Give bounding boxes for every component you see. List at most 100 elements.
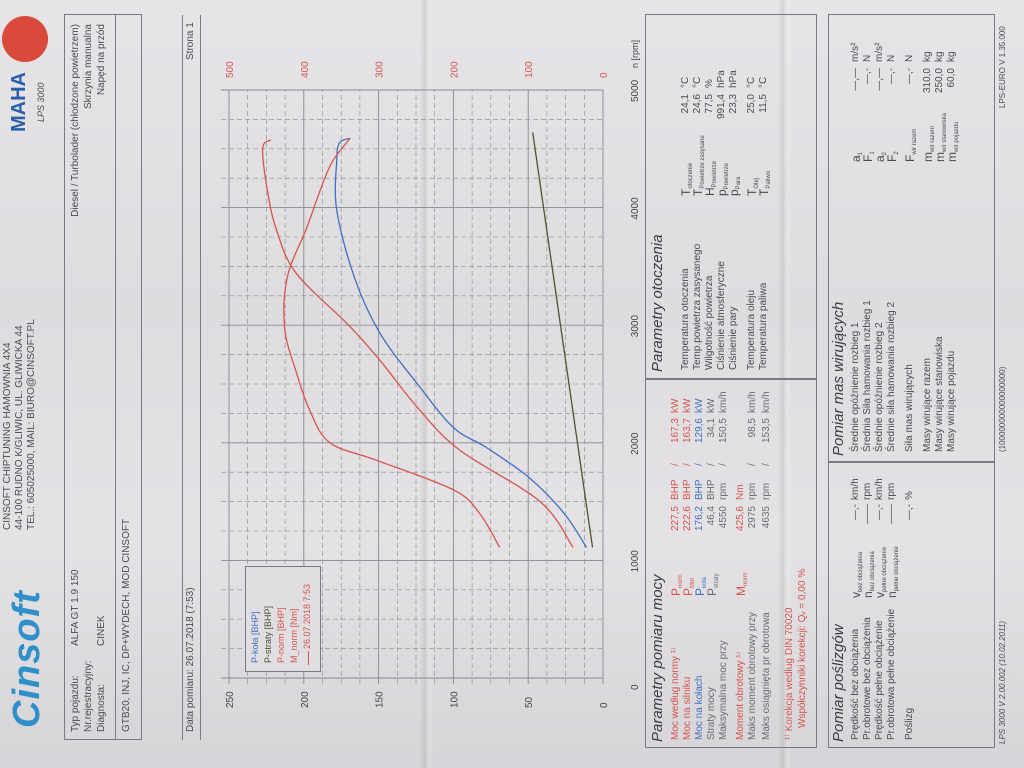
power-row-value-alt: 150,5 bbox=[718, 418, 729, 444]
legend-item: P-koła [BHP] bbox=[250, 611, 260, 663]
x-tick-label: 1000 bbox=[630, 550, 641, 573]
slip-row-value: —— bbox=[862, 504, 873, 524]
power-row-symbol: Mnorm bbox=[734, 572, 749, 596]
power-row-label: Moment obrotowy ¹⁾ bbox=[735, 651, 746, 740]
power-row-unit: BHP bbox=[706, 479, 717, 500]
power-row-separator: / bbox=[718, 463, 729, 466]
registration-label: Nr.rejestracyjny: bbox=[83, 660, 94, 732]
ambient-row-value: 991,4 bbox=[716, 94, 727, 120]
x-tick-label: 5000 bbox=[630, 79, 641, 102]
ambient-row-label: Wilgotność powietrza bbox=[704, 275, 715, 370]
ambient-row-label: Temperatura paliwa bbox=[758, 282, 769, 370]
x-tick-label: 3000 bbox=[630, 315, 641, 338]
power-row-unit: rpm bbox=[747, 482, 758, 500]
ambient-row-value: 77,5 bbox=[704, 94, 715, 114]
company-contact: TEL.: 605025000, MAIL: BIURO@CINSOFT.PL bbox=[26, 319, 37, 530]
diagnostician-label: Diagnosta: bbox=[96, 684, 107, 732]
mass-row-value: 310,0 bbox=[922, 68, 933, 94]
power-row-unit-alt: kW bbox=[706, 398, 717, 413]
ambient-row-unit: °C bbox=[758, 76, 769, 88]
series-line-1 bbox=[532, 132, 594, 548]
power-row-separator: / bbox=[747, 463, 758, 466]
power-row-separator: / bbox=[694, 463, 705, 466]
symbol-letter: F bbox=[885, 154, 899, 162]
power-row-separator: / bbox=[682, 463, 693, 466]
ambient-row-label: Temperatura oleju bbox=[746, 289, 757, 370]
power-row-unit: BHP bbox=[694, 479, 705, 500]
ambient-row-unit: °C bbox=[692, 76, 703, 88]
power-row-unit-alt: km/h bbox=[761, 391, 772, 413]
power-row-label: Moc według normy ¹⁾ bbox=[670, 647, 681, 741]
company-name: CINSOFT CHIPTUNING HAMOWNIA 4X4 bbox=[2, 342, 13, 530]
x-tick-label: 0 bbox=[630, 684, 641, 690]
mass-row-value: —,— bbox=[874, 68, 885, 91]
mass-row-value: —,- bbox=[904, 68, 915, 85]
footer-version: LPS 3000 V 2.00.002 (10.02.2011) bbox=[998, 620, 1007, 744]
power-row-unit: rpm bbox=[761, 482, 772, 500]
power-row-value: 4550 bbox=[718, 506, 729, 529]
slip-row-value: —,- bbox=[874, 504, 885, 521]
symbol-letter: P bbox=[705, 587, 719, 596]
power-row-separator: / bbox=[761, 463, 772, 466]
power-row-label: Maksymalna moc przy bbox=[718, 640, 729, 740]
maha-logo: MAHA bbox=[8, 72, 30, 132]
mass-row-label: Masy wirujące razem bbox=[922, 358, 933, 452]
power-row-label: Maks moment obrotowy przy bbox=[747, 612, 758, 740]
masses-title: Pomiar mas wirujących bbox=[830, 301, 847, 456]
ambient-row-unit: °C bbox=[746, 76, 757, 88]
power-row-value-alt: 163,7 bbox=[682, 418, 693, 444]
maha-model: LPS 3000 bbox=[36, 82, 46, 122]
correction-coefficient: Współczynniki korekcji: Qᵥ = 0,00 % bbox=[797, 568, 808, 728]
y-left-tick-label: 150 bbox=[375, 691, 386, 708]
ambient-row-label: Temperatura otoczenia bbox=[680, 268, 691, 370]
footer-serial: (100000000000000000) bbox=[998, 366, 1007, 452]
vehicle-type-label: Typ pojazdu: bbox=[70, 675, 81, 732]
mass-row-value: 250,0 bbox=[934, 68, 945, 94]
mass-row-unit: N bbox=[904, 54, 915, 62]
symbol-letter: M bbox=[734, 586, 748, 596]
y-right-tick-label: 500 bbox=[225, 61, 236, 78]
mass-row-label: Średnie siła hamowania rozbieg 2 bbox=[886, 301, 897, 452]
x-tick-label: 4000 bbox=[630, 197, 641, 220]
slip-row-unit: % bbox=[904, 491, 915, 500]
maha-logo-icon bbox=[2, 16, 48, 62]
y-left-tick-label: 250 bbox=[225, 691, 236, 708]
slip-row-symbol: npełne obciążenie bbox=[885, 546, 900, 598]
mass-row-value: 60,0 bbox=[946, 68, 957, 88]
symbol-subscript: straty bbox=[714, 573, 720, 588]
slip-row-unit: rpm bbox=[862, 482, 873, 500]
ambient-row-unit: hPa bbox=[728, 70, 739, 88]
mass-row-label: Średnia Siła hamowania rozbieg 1 bbox=[862, 300, 873, 452]
mass-row-label: Średnie opóźnienie rozbieg 1 bbox=[850, 322, 861, 452]
ambient-row-value: 24,1 bbox=[680, 94, 691, 114]
slip-row-value: —,- bbox=[850, 504, 861, 521]
ambient-row-unit: hPa bbox=[716, 70, 727, 88]
power-row-value: 2975 bbox=[747, 506, 758, 529]
mass-row-unit: kg bbox=[934, 51, 945, 62]
slip-row-label: Prędkość bez obciążenia bbox=[850, 628, 861, 740]
symbol-letter: p bbox=[727, 189, 741, 196]
divider bbox=[182, 15, 183, 740]
ambient-row-value: 23,3 bbox=[728, 94, 739, 114]
chart-legend: P-koła [BHP] P-straty [BHP] P-norm [BHP] M_… bbox=[245, 566, 321, 672]
x-axis-label: n [rpm] bbox=[630, 40, 640, 68]
power-row-separator: / bbox=[670, 463, 681, 466]
ambient-row-value: 25,0 bbox=[746, 94, 757, 114]
diagnostician-value: CINEK bbox=[96, 615, 107, 646]
y-left-tick-label: 100 bbox=[449, 691, 460, 708]
power-row-value: 227,5 bbox=[670, 506, 681, 532]
ambient-row-label: Temp.powietrza zasysanego bbox=[692, 243, 703, 370]
legend-item: 26.07.2018 7:53 bbox=[302, 583, 312, 649]
y-right-tick-label: 400 bbox=[300, 61, 311, 78]
symbol-letter: n bbox=[885, 591, 899, 598]
slip-row-unit: km/h bbox=[874, 478, 885, 500]
power-row-label: Straty mocy bbox=[706, 687, 717, 740]
legend-line bbox=[308, 651, 309, 665]
power-row-label: Maks osiągnięta pr obrotowa bbox=[761, 612, 772, 740]
power-row-label: Moc na silniku bbox=[682, 676, 693, 740]
power-row-unit: BHP bbox=[670, 479, 681, 500]
power-row-unit-alt: kW bbox=[682, 398, 693, 413]
vehicle-type-value: ALFA GT 1.9 150 bbox=[70, 569, 81, 646]
cinsoft-logo: Cinsoft bbox=[6, 590, 48, 728]
